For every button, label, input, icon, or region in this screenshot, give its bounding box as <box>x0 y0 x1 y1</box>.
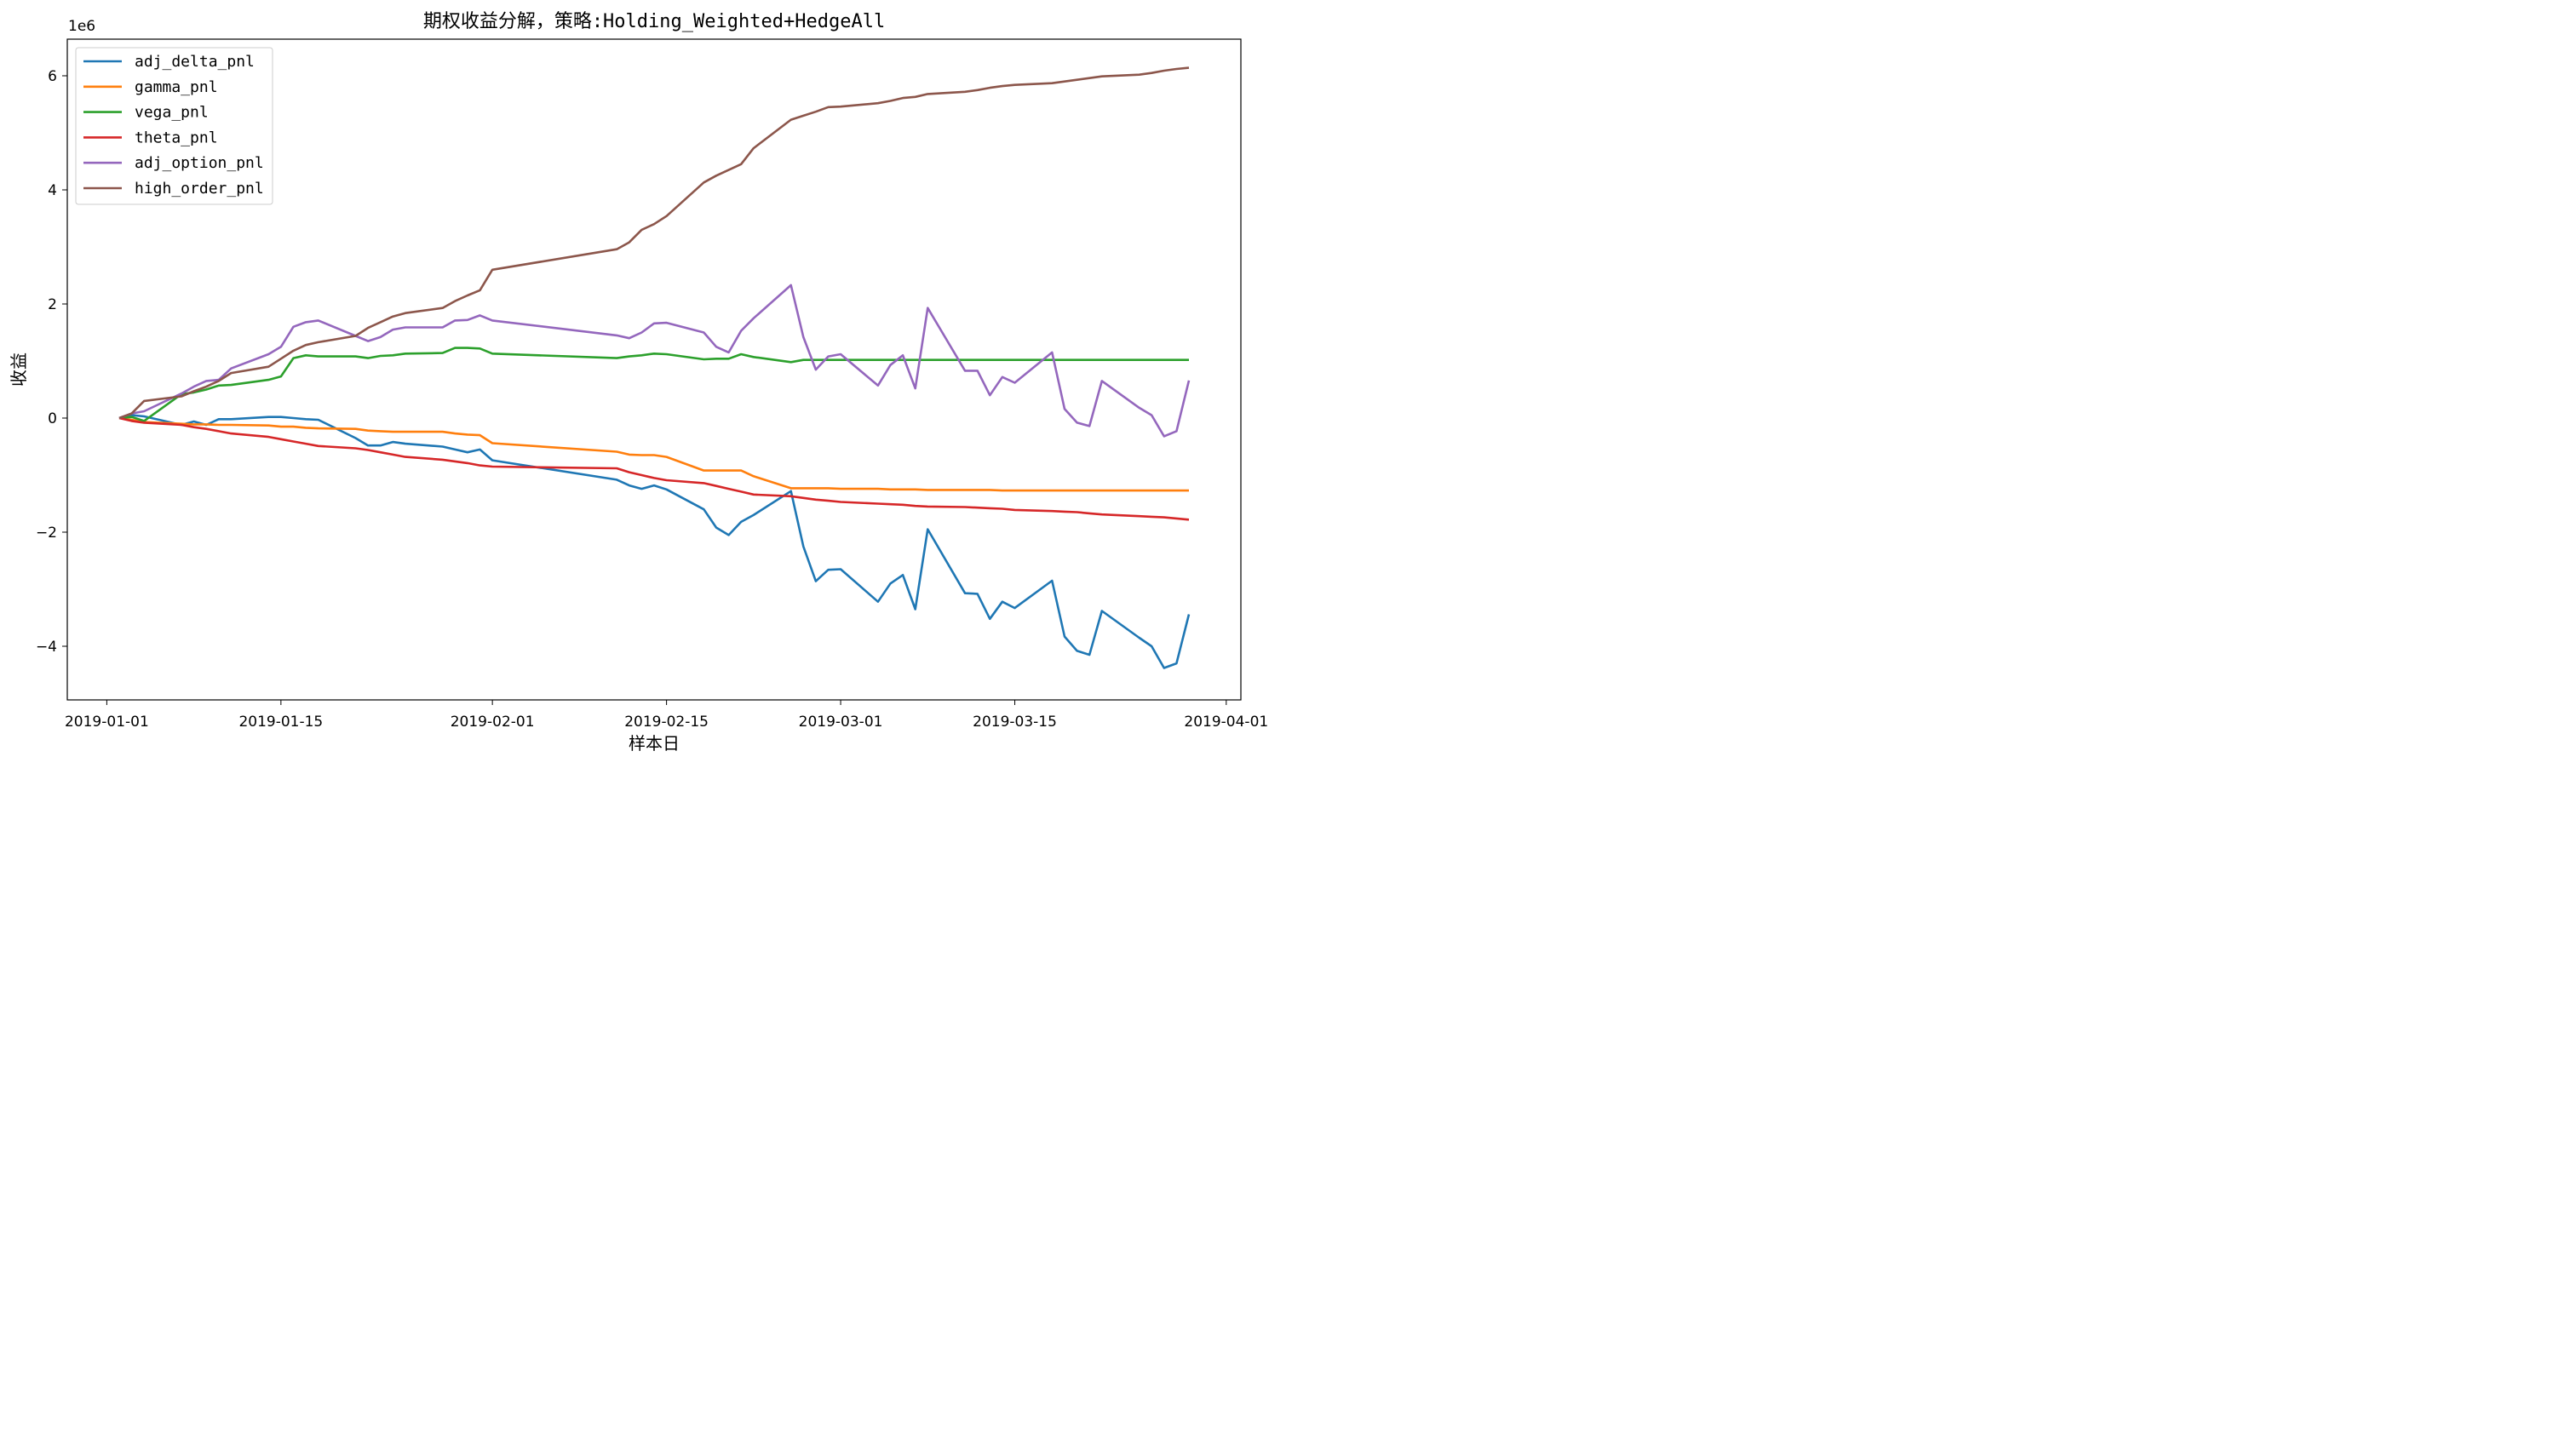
x-tick-label: 2019-03-01 <box>799 714 883 731</box>
y-scale-label: 1e6 <box>68 18 95 35</box>
y-tick-label: 0 <box>48 410 57 427</box>
legend-label: high_order_pnl <box>135 180 264 198</box>
legend-label: theta_pnl <box>135 129 218 146</box>
x-tick-label: 2019-02-15 <box>624 714 709 731</box>
series-line-adj-delta-pnl <box>118 414 1191 669</box>
y-tick-label: −4 <box>36 639 57 656</box>
series-line-theta-pnl <box>118 416 1190 521</box>
legend-label: adj_delta_pnl <box>135 53 255 71</box>
legend-label: gamma_pnl <box>135 78 218 96</box>
x-tick-label: 2019-04-01 <box>1184 714 1268 731</box>
x-tick-label: 2019-01-15 <box>238 714 323 731</box>
y-tick-label: −2 <box>36 525 57 542</box>
y-axis-label: 收益 <box>9 353 29 387</box>
y-tick-label: 2 <box>48 296 57 313</box>
legend-box <box>75 47 273 205</box>
x-tick-label: 2019-01-01 <box>65 714 149 731</box>
legend: adj_delta_pnl gamma_pnl vega_pnl theta_pnla… <box>75 47 273 205</box>
y-tick-label: 6 <box>48 68 57 85</box>
chart: 期权收益分解，策略:Holding_Weighted+HedgeAll 1e6 … <box>0 0 1323 754</box>
series-line-gamma-pnl <box>118 416 1189 492</box>
x-tick-label: 2019-02-01 <box>451 714 535 731</box>
x-axis: 2019-01-01 2019-01-15 2019-02-01 2019-02-15… <box>65 700 1268 731</box>
x-tick-label: 2019-03-15 <box>973 714 1057 731</box>
y-axis: 6 4 2 0 −2 −4 <box>36 68 67 656</box>
legend-label: adj_option_pnl <box>135 154 264 172</box>
series-line-high-order-pnl <box>118 66 1190 420</box>
series-lines <box>118 66 1191 669</box>
y-tick-label: 4 <box>48 182 57 199</box>
x-axis-label: 样本日 <box>629 733 680 754</box>
series-line-vega-pnl <box>118 347 1189 422</box>
legend-label: vega_pnl <box>135 104 209 122</box>
chart-title: 期权收益分解，策略:Holding_Weighted+HedgeAll <box>423 11 885 32</box>
series-line-adj-option-pnl <box>118 284 1191 438</box>
